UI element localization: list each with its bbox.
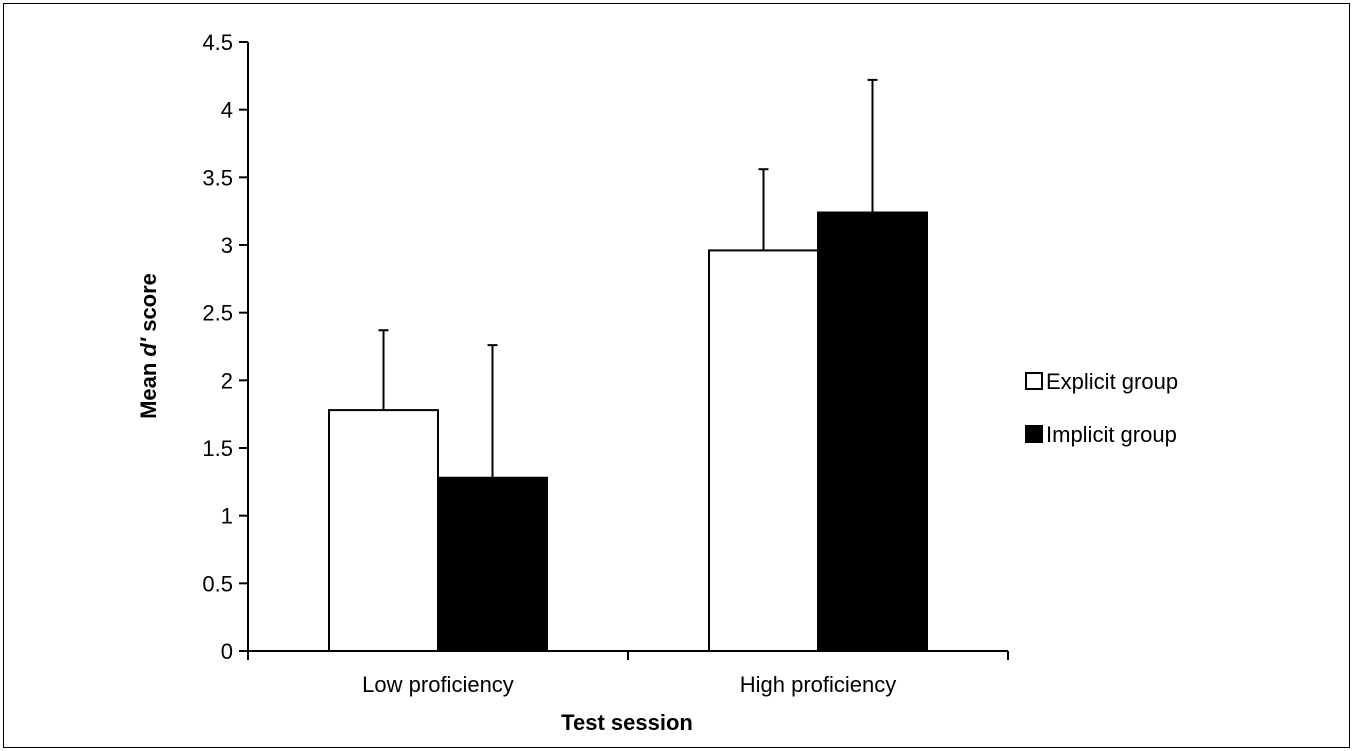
legend-label-explicit: Explicit group <box>1046 369 1178 394</box>
y-tick-label: 0 <box>221 639 233 664</box>
legend-swatch-implicit <box>1025 425 1043 443</box>
figure-frame <box>3 3 1350 748</box>
error-bars <box>378 78 878 478</box>
y-tick-label: 1 <box>221 504 233 529</box>
bar-explicit-low <box>328 409 439 652</box>
bar-implicit-high <box>817 211 928 653</box>
x-tick-label: Low proficiency <box>362 672 514 697</box>
y-tick-label: 2.5 <box>202 301 233 326</box>
y-tick-label: 4 <box>221 98 233 123</box>
x-tick-label: High proficiency <box>740 672 897 697</box>
y-axis-title-italic: d' <box>136 337 161 356</box>
y-tick-label: 0.5 <box>202 571 233 596</box>
y-axis: 0 0.5 1 1.5 2 2.5 3 3.5 4 4.5 <box>202 30 249 664</box>
legend-item-implicit: Implicit group <box>1025 422 1177 447</box>
y-tick-label: 4.5 <box>202 30 233 55</box>
x-axis <box>247 650 1009 660</box>
y-tick-label: 1.5 <box>202 436 233 461</box>
bar-implicit-low <box>437 476 548 653</box>
y-tick-label: 3.5 <box>202 165 233 190</box>
y-tick-label: 2 <box>221 368 233 393</box>
x-axis-title: Test session <box>561 710 693 735</box>
bar-explicit-high <box>708 249 819 652</box>
legend-label-implicit: Implicit group <box>1046 422 1177 447</box>
y-axis-title-prefix: Mean <box>136 357 161 419</box>
legend: Explicit group Implicit group <box>1025 369 1178 447</box>
y-tick-label: 3 <box>221 233 233 258</box>
x-tick-labels: Low proficiency High proficiency <box>362 672 896 697</box>
y-axis-title-suffix: score <box>136 273 161 338</box>
bars <box>328 211 928 653</box>
legend-swatch-explicit <box>1025 372 1043 390</box>
y-axis-title: Mean d' score <box>136 273 161 419</box>
legend-item-explicit: Explicit group <box>1025 369 1178 394</box>
